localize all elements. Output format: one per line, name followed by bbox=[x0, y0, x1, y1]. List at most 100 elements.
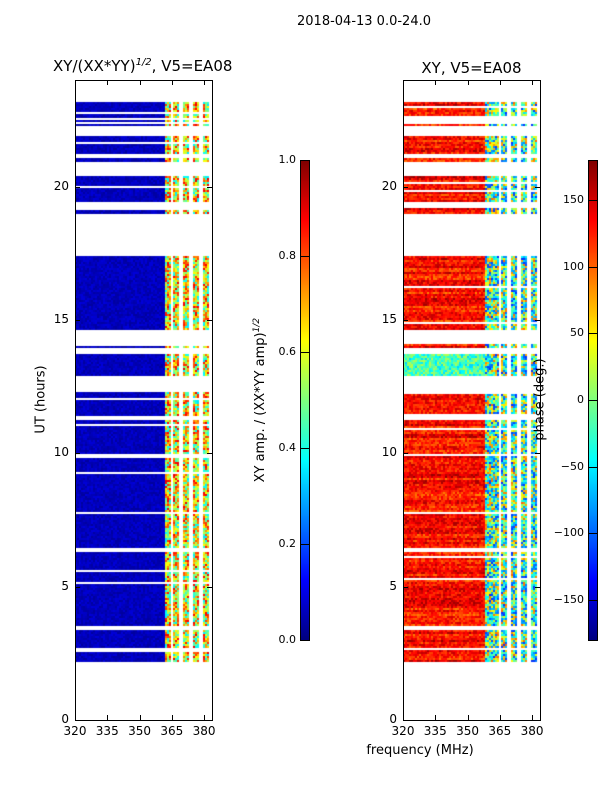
left-title-tail: , V5=EA08 bbox=[151, 57, 233, 75]
amplitude-heatmap bbox=[75, 80, 212, 720]
colorbar-tick-mark bbox=[588, 333, 598, 335]
suptitle: 2018-04-13 0.0-24.0 bbox=[297, 14, 431, 29]
y-tick-mark bbox=[207, 720, 212, 721]
amplitude-colorbar bbox=[300, 160, 309, 640]
colorbar-tick-label: 0.0 bbox=[278, 633, 297, 646]
colorbar-tick-label: 150 bbox=[563, 193, 584, 206]
x-tick-mark bbox=[107, 80, 109, 85]
y-tick-mark bbox=[403, 453, 408, 455]
y-tick-label: 10 bbox=[53, 445, 69, 460]
y-tick-mark bbox=[535, 586, 540, 588]
left-title: XY/(XX*YY)1/2, V5=EA08 bbox=[53, 57, 232, 75]
y-tick-mark bbox=[403, 586, 408, 588]
colorbar-tick-mark bbox=[588, 466, 598, 468]
x-tick-mark bbox=[532, 715, 534, 720]
colorbar-tick-label: 100 bbox=[563, 259, 584, 273]
x-tick-label: 335 bbox=[95, 724, 119, 738]
y-tick-mark bbox=[207, 586, 212, 588]
y-tick-label: 15 bbox=[53, 312, 69, 326]
x-tick-mark bbox=[107, 715, 109, 720]
y-tick-label: 15 bbox=[381, 312, 397, 326]
y-tick-label: 10 bbox=[381, 445, 397, 460]
amplitude-colorbar-frame bbox=[300, 160, 310, 641]
colorbar-tick-label: −100 bbox=[553, 526, 584, 540]
left-ylabel: UT (hours) bbox=[33, 365, 49, 434]
y-tick-mark bbox=[535, 320, 540, 321]
x-tick-label: 365 bbox=[160, 724, 184, 738]
y-tick-label: 20 bbox=[53, 178, 69, 193]
x-tick-label: 335 bbox=[423, 724, 447, 738]
colorbar-tick-label: 1.0 bbox=[278, 153, 297, 166]
x-tick-mark bbox=[499, 80, 501, 85]
colorbar-tick-label: 0 bbox=[577, 393, 584, 406]
y-tick-label: 5 bbox=[389, 578, 397, 593]
x-tick-label: 380 bbox=[520, 724, 544, 738]
colorbar-tick-mark bbox=[300, 160, 310, 161]
colorbar-tick-mark bbox=[588, 533, 598, 535]
x-tick-mark bbox=[204, 715, 206, 720]
x-tick-mark bbox=[75, 80, 76, 85]
colorbar-tick-mark bbox=[588, 600, 598, 601]
colorbar-tick-label: 0.6 bbox=[278, 345, 297, 358]
colorbar-tick-mark bbox=[588, 400, 598, 401]
x-tick-label: 365 bbox=[488, 724, 512, 738]
x-tick-mark bbox=[204, 80, 206, 85]
x-tick-mark bbox=[435, 715, 437, 720]
colorbar-tick-label: −50 bbox=[560, 459, 584, 473]
x-tick-mark bbox=[532, 80, 534, 85]
y-tick-mark bbox=[535, 453, 540, 455]
colorbar-tick-label: 0.2 bbox=[278, 537, 297, 550]
y-tick-mark bbox=[75, 586, 80, 588]
right-axes bbox=[403, 80, 541, 721]
colorbar-tick-mark bbox=[300, 352, 310, 353]
left-axes bbox=[75, 80, 213, 721]
y-tick-mark bbox=[75, 453, 80, 455]
x-tick-mark bbox=[139, 80, 141, 85]
right-title: XY, V5=EA08 bbox=[421, 59, 522, 77]
amplitude-colorbar-label-superscript: 1/2 bbox=[251, 317, 262, 333]
y-tick-mark bbox=[403, 186, 408, 188]
y-tick-mark bbox=[207, 186, 212, 188]
x-tick-mark bbox=[403, 80, 404, 85]
colorbar-tick-mark bbox=[300, 448, 310, 449]
y-tick-label: 5 bbox=[61, 578, 69, 593]
amplitude-colorbar-label: XY amp. / (XX*YY amp)1/2 bbox=[252, 300, 268, 500]
y-tick-label: 0 bbox=[389, 712, 397, 726]
colorbar-tick-mark bbox=[300, 544, 310, 545]
y-tick-mark bbox=[403, 720, 408, 721]
x-tick-label: 380 bbox=[192, 724, 216, 738]
left-title-superscript: 1/2 bbox=[135, 57, 152, 68]
x-tick-label: 350 bbox=[456, 724, 479, 738]
phase-heatmap bbox=[403, 80, 540, 720]
y-tick-mark bbox=[207, 320, 212, 321]
x-tick-label: 350 bbox=[128, 724, 151, 738]
y-tick-mark bbox=[207, 453, 212, 455]
left-title-main: XY/(XX*YY) bbox=[53, 57, 136, 75]
x-tick-mark bbox=[139, 715, 141, 720]
colorbar-tick-label: 50 bbox=[570, 326, 584, 340]
x-tick-label: 320 bbox=[63, 724, 87, 738]
x-tick-mark bbox=[435, 80, 437, 85]
y-tick-mark bbox=[75, 720, 80, 721]
colorbar-tick-mark bbox=[300, 640, 310, 641]
y-tick-mark bbox=[535, 186, 540, 188]
x-tick-mark bbox=[75, 715, 76, 720]
x-tick-mark bbox=[499, 715, 501, 720]
colorbar-tick-label: 0.4 bbox=[278, 441, 297, 454]
x-tick-mark bbox=[467, 715, 469, 720]
y-tick-mark bbox=[75, 186, 80, 188]
y-tick-label: 0 bbox=[61, 712, 69, 726]
x-tick-mark bbox=[171, 80, 173, 85]
x-tick-mark bbox=[171, 715, 173, 720]
y-tick-mark bbox=[75, 320, 80, 321]
xlabel: frequency (MHz) bbox=[366, 743, 474, 758]
y-tick-label: 20 bbox=[381, 178, 397, 193]
colorbar-tick-mark bbox=[300, 256, 310, 257]
x-tick-mark bbox=[467, 80, 469, 85]
y-tick-mark bbox=[535, 720, 540, 721]
colorbar-tick-mark bbox=[588, 266, 598, 268]
colorbar-tick-label: 0.8 bbox=[278, 249, 297, 262]
y-tick-mark bbox=[403, 320, 408, 321]
colorbar-tick-label: −150 bbox=[553, 593, 584, 606]
